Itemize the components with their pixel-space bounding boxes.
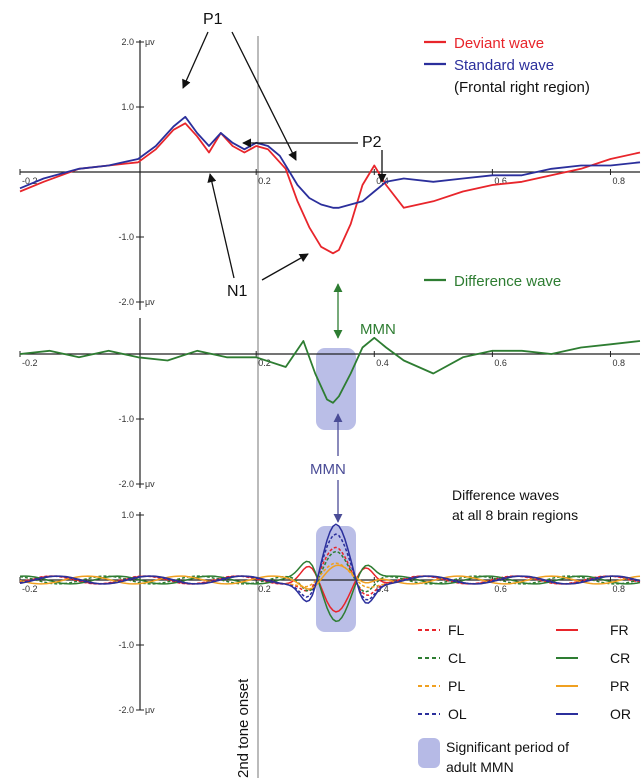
x-tick-label: 0.8 [612,584,625,594]
legend-label-pl: PL [448,678,465,694]
arrow-n1-left [207,173,235,279]
legend-label-pr: PR [610,678,629,694]
y-tick-label: -2.0 [118,297,134,307]
legend-label-deviant: Deviant wave [454,35,544,52]
x-tick-label: -0.2 [22,358,38,368]
x-tick-label: 0.4 [376,358,389,368]
x-tick-label: 0.6 [494,176,507,186]
series-line-standard-wave [19,115,641,209]
arrow-p1-left [182,31,209,89]
x-tick-label: 0.2 [258,176,271,186]
legend-swatch-significant [418,738,440,768]
x-tick-label: -0.2 [22,176,38,186]
x-tick-label: -0.2 [22,584,38,594]
series-line-difference-wave [19,336,641,404]
y-tick-label: 1.0 [121,510,134,520]
y-unit-label: μv [145,297,155,307]
significant-line2: adult MMN [446,759,514,775]
y-tick-label: -2.0 [118,705,134,715]
legend-label-fr: FR [610,622,629,638]
x-tick-label: 0.2 [258,584,271,594]
y-tick-label: -1.0 [118,414,134,424]
onset-label: 2nd tone onset [235,678,252,778]
region-line-cr [19,560,641,623]
y-tick-label: -1.0 [118,640,134,650]
legend-label-standard: Standard wave [454,57,554,74]
legend-label-ol: OL [448,706,467,722]
series-line-deviant-wave [19,122,641,255]
panel3-title-line1: Difference waves [452,487,559,503]
legend-label-fl: FL [448,622,465,638]
legend-label-cl: CL [448,650,466,666]
y-unit-label: μv [145,705,155,715]
x-tick-label: 0.6 [494,584,507,594]
annotation-p1: P1 [203,11,223,28]
legend-label-significant: Significant period of adult MMN [446,739,573,775]
y-tick-label: -2.0 [118,479,134,489]
x-tick-label: 0.6 [494,358,507,368]
y-tick-label: -1.0 [118,232,134,242]
panel3-title: Difference waves at all 8 brain regions [452,487,578,523]
x-tick-label: 0.8 [612,358,625,368]
legend-label-difference: Difference wave [454,273,561,290]
legend-label-or: OR [610,706,631,722]
y-unit-label: μv [145,37,155,47]
x-tick-label: 0.2 [258,358,271,368]
region-line-cl [19,550,641,593]
significant-line1: Significant period of [446,739,569,755]
legend-label-cr: CR [610,650,630,666]
y-unit-label: μv [145,479,155,489]
x-tick-label: 0.8 [612,176,625,186]
region-line-or [19,523,641,604]
arrow-n1-right [261,253,309,281]
panel3-title-line2: at all 8 brain regions [452,507,578,523]
x-tick-label: 0.4 [376,584,389,594]
annotation-mmn-green: MMN [360,321,396,338]
annotation-p2: P2 [362,134,382,151]
y-tick-label: 2.0 [121,37,134,47]
annotation-n1: N1 [227,283,248,300]
y-tick-label: 1.0 [121,102,134,112]
arrow-p1-right [231,31,297,161]
legend-note: (Frontal right region) [454,79,590,96]
annotation-mmn-blue: MMN [310,461,346,478]
mmn-shade-difference [316,348,356,430]
